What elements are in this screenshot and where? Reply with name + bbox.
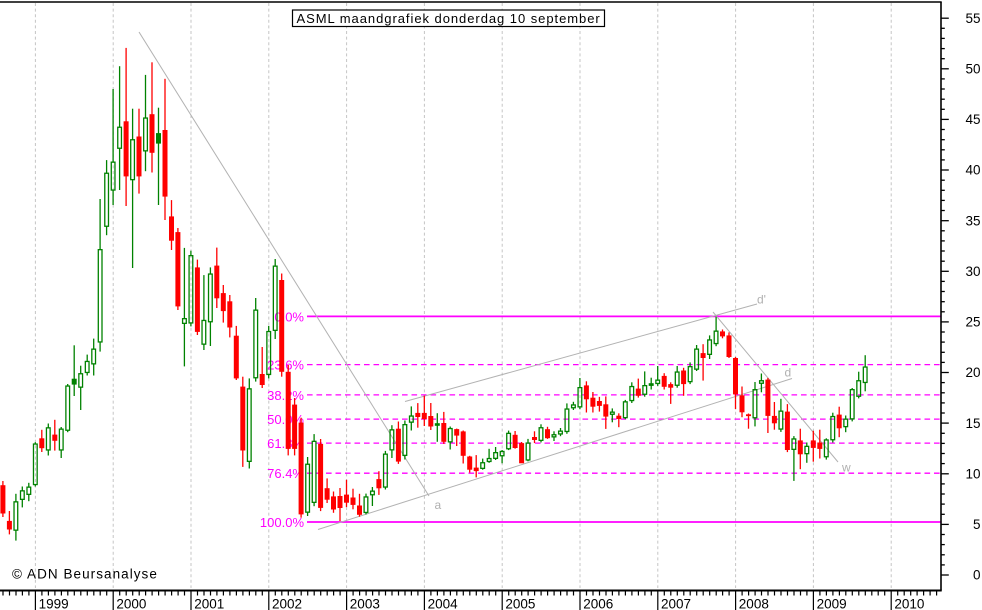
svg-text:d: d <box>785 366 792 380</box>
svg-text:15: 15 <box>965 416 980 431</box>
svg-text:10: 10 <box>965 467 980 482</box>
svg-text:5: 5 <box>973 517 981 532</box>
svg-text:2009: 2009 <box>817 597 847 610</box>
svg-text:45: 45 <box>965 112 980 127</box>
svg-text:2004: 2004 <box>428 597 459 610</box>
svg-text:2006: 2006 <box>583 597 613 610</box>
svg-text:2008: 2008 <box>739 597 769 610</box>
svg-text:w: w <box>841 461 851 475</box>
svg-text:76.4%: 76.4% <box>267 466 304 481</box>
svg-text:35: 35 <box>965 213 980 228</box>
svg-text:30: 30 <box>965 264 980 279</box>
svg-text:2002: 2002 <box>272 597 302 610</box>
svg-text:2005: 2005 <box>505 597 535 610</box>
svg-text:2000: 2000 <box>116 597 146 610</box>
svg-text:40: 40 <box>965 163 980 178</box>
svg-text:0.0%: 0.0% <box>274 309 304 324</box>
svg-text:2010: 2010 <box>894 597 924 610</box>
svg-text:25: 25 <box>965 315 980 330</box>
svg-text:2003: 2003 <box>350 597 380 610</box>
svg-text:20: 20 <box>965 365 980 380</box>
svg-text:2001: 2001 <box>194 597 224 610</box>
svg-text:2007: 2007 <box>661 597 691 610</box>
svg-text:d': d' <box>757 293 766 307</box>
svg-text:a: a <box>435 498 442 512</box>
svg-text:0: 0 <box>973 568 981 583</box>
svg-text:55: 55 <box>965 11 980 26</box>
svg-text:50: 50 <box>965 62 980 77</box>
svg-text:100.0%: 100.0% <box>260 515 305 530</box>
svg-text:23.6%: 23.6% <box>267 358 304 373</box>
svg-text:ASML maandgrafiek donderdag 10: ASML maandgrafiek donderdag 10 september <box>297 11 601 26</box>
svg-text:© ADN Beursanalyse: © ADN Beursanalyse <box>12 567 158 582</box>
svg-text:1999: 1999 <box>39 597 69 610</box>
